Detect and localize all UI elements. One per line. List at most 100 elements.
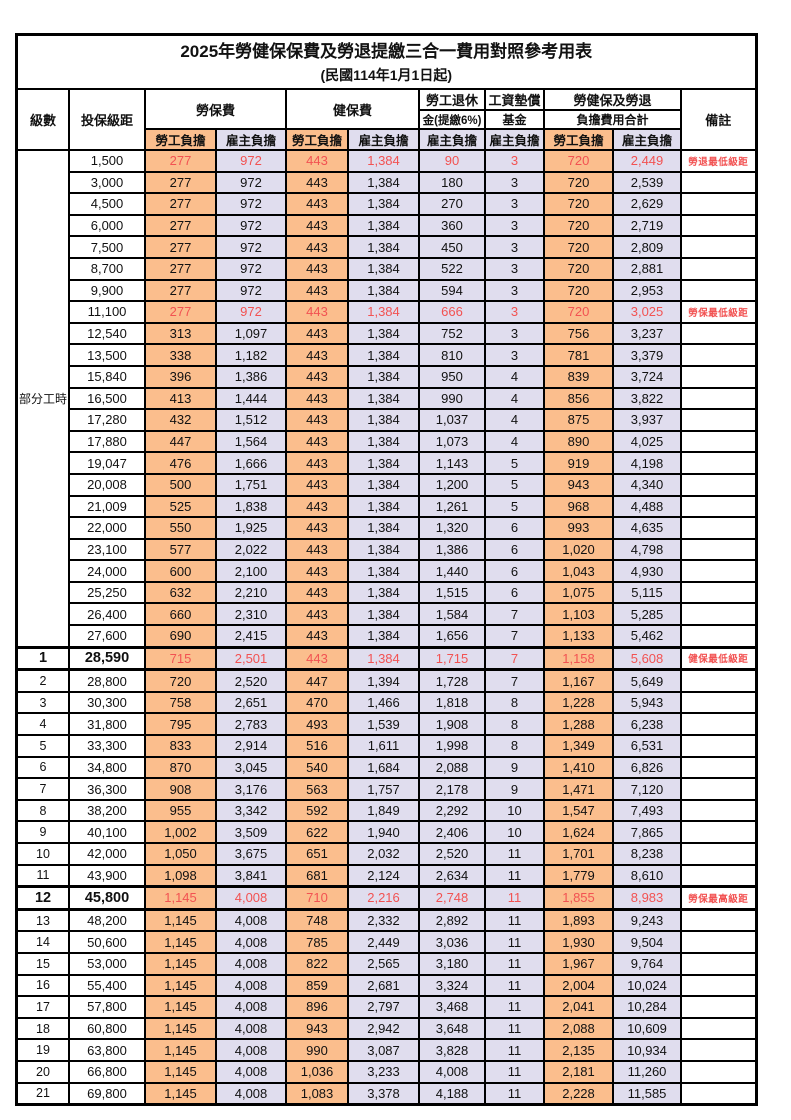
cell-total-employer: 11,260 (612, 1059, 683, 1084)
remark-cell (680, 386, 758, 411)
cell-total-employer: 9,243 (612, 908, 683, 933)
cell-total-employer: 6,531 (612, 734, 683, 758)
cell-health-employee: 516 (285, 734, 350, 758)
cell-labor-employee: 338 (144, 343, 218, 367)
cell-labor-employee: 500 (144, 472, 218, 497)
cell-pension-employer: 3,828 (418, 1038, 487, 1062)
cell-total-employee: 1,167 (543, 668, 615, 693)
cell-wage-fund-employer: 8 (484, 734, 546, 758)
cell-wage-fund-employer: 11 (484, 1016, 546, 1041)
cell-pension-employer: 594 (418, 278, 487, 303)
col-header-wage-fund-line2: 基金 (484, 109, 546, 130)
cell-total-employee: 1,103 (543, 602, 615, 627)
cell-total-employer: 4,340 (612, 472, 683, 497)
cell-total-employee: 720 (543, 278, 615, 303)
cell-health-employee: 443 (285, 494, 350, 519)
cell-pension-employer: 950 (418, 364, 487, 389)
cell-labor-employer: 1,512 (215, 408, 288, 432)
remark-cell: 勞保最低級距 (680, 300, 758, 324)
cell-pension-employer: 1,386 (418, 537, 487, 562)
cell-total-employer: 2,449 (612, 149, 683, 173)
cell-pension-employer: 1,200 (418, 472, 487, 497)
cell-labor-employer: 4,008 (215, 951, 288, 976)
col-header-pension-line1: 勞工退休 (418, 88, 487, 111)
table-row: 17,280 432 1,512 443 1,384 1,037 4 875 3,937 (17, 408, 758, 432)
cell-labor-employer: 972 (215, 235, 288, 259)
remark-cell (680, 451, 758, 475)
cell-total-employee: 839 (543, 364, 615, 389)
cell-labor-employee: 795 (144, 712, 218, 737)
cell-total-employer: 7,865 (612, 820, 683, 844)
remark-cell (680, 712, 758, 737)
cell-health-employee: 443 (285, 602, 350, 627)
cell-wage-fund-employer: 9 (484, 777, 546, 801)
cell-wage-fund-employer: 11 (484, 885, 546, 911)
cell-total-employee: 2,135 (543, 1038, 615, 1062)
cell-total-employer: 3,379 (612, 343, 683, 367)
cell-wage-fund-employer: 3 (484, 321, 546, 346)
cell-labor-employee: 1,145 (144, 1059, 218, 1084)
cell-labor-employer: 972 (215, 278, 288, 303)
cell-total-employee: 1,158 (543, 645, 615, 672)
cell-total-employee: 781 (543, 343, 615, 367)
cell-total-employee: 2,088 (543, 1016, 615, 1041)
cell-total-employer: 8,610 (612, 863, 683, 888)
cell-pension-employer: 2,520 (418, 842, 487, 866)
cell-total-employee: 890 (543, 429, 615, 454)
cell-health-employee: 443 (285, 451, 350, 475)
cell-labor-employee: 476 (144, 451, 218, 475)
cell-health-employer: 1,684 (347, 755, 421, 780)
remark-cell (680, 951, 758, 976)
cell-pension-employer: 1,584 (418, 602, 487, 627)
remark-cell (680, 668, 758, 693)
cell-total-employee: 856 (543, 386, 615, 411)
cell-labor-employee: 1,145 (144, 908, 218, 933)
remark-cell (680, 798, 758, 823)
cell-labor-employee: 715 (144, 645, 218, 672)
cell-labor-employer: 3,675 (215, 842, 288, 866)
cell-labor-employee: 660 (144, 602, 218, 627)
level-cell: 4 (15, 712, 71, 737)
cell-labor-employer: 4,008 (215, 1038, 288, 1062)
subheader-labor-employer: 雇主負擔 (215, 128, 288, 151)
cell-health-employer: 1,384 (347, 213, 421, 238)
cell-total-employee: 2,228 (543, 1081, 615, 1106)
cell-pension-employer: 1,143 (418, 451, 487, 475)
table-row: 27,600 690 2,415 443 1,384 1,656 7 1,133 5,462 (17, 624, 758, 649)
cell-health-employee: 443 (285, 408, 350, 432)
cell-total-employee: 1,779 (543, 863, 615, 888)
cell-total-employee: 968 (543, 494, 615, 519)
cell-health-employer: 1,384 (347, 494, 421, 519)
remark-cell (680, 602, 758, 627)
salary-cell: 11,100 (68, 300, 147, 324)
cell-total-employee: 1,701 (543, 842, 615, 866)
cell-total-employer: 8,983 (612, 885, 683, 911)
table-row: 7 36,300 908 3,176 563 1,757 2,178 9 1,471 7,120 (15, 777, 758, 801)
level-cell: 7 (15, 777, 71, 801)
cell-wage-fund-employer: 3 (484, 213, 546, 238)
cell-health-employer: 1,384 (347, 256, 421, 281)
salary-cell: 43,900 (68, 863, 147, 888)
remark-cell: 勞退最低級距 (680, 149, 758, 173)
cell-total-employee: 1,410 (543, 755, 615, 780)
cell-labor-employer: 4,008 (215, 973, 288, 998)
cell-health-employer: 1,384 (347, 537, 421, 562)
cell-labor-employer: 972 (215, 192, 288, 216)
cell-wage-fund-employer: 10 (484, 820, 546, 844)
cell-health-employee: 443 (285, 321, 350, 346)
cell-total-employer: 9,764 (612, 951, 683, 976)
cell-total-employee: 2,041 (543, 995, 615, 1019)
salary-cell: 36,300 (68, 777, 147, 801)
cell-wage-fund-employer: 4 (484, 408, 546, 432)
cell-total-employee: 1,020 (543, 537, 615, 562)
cell-total-employer: 2,629 (612, 192, 683, 216)
cell-total-employee: 1,624 (543, 820, 615, 844)
salary-cell: 6,000 (68, 213, 147, 238)
cell-health-employer: 1,384 (347, 343, 421, 367)
cell-health-employee: 470 (285, 690, 350, 715)
cell-labor-employer: 2,310 (215, 602, 288, 627)
remark-cell (680, 995, 758, 1019)
cell-health-employee: 443 (285, 516, 350, 540)
cell-labor-employer: 2,520 (215, 668, 288, 693)
cell-pension-employer: 1,728 (418, 668, 487, 693)
